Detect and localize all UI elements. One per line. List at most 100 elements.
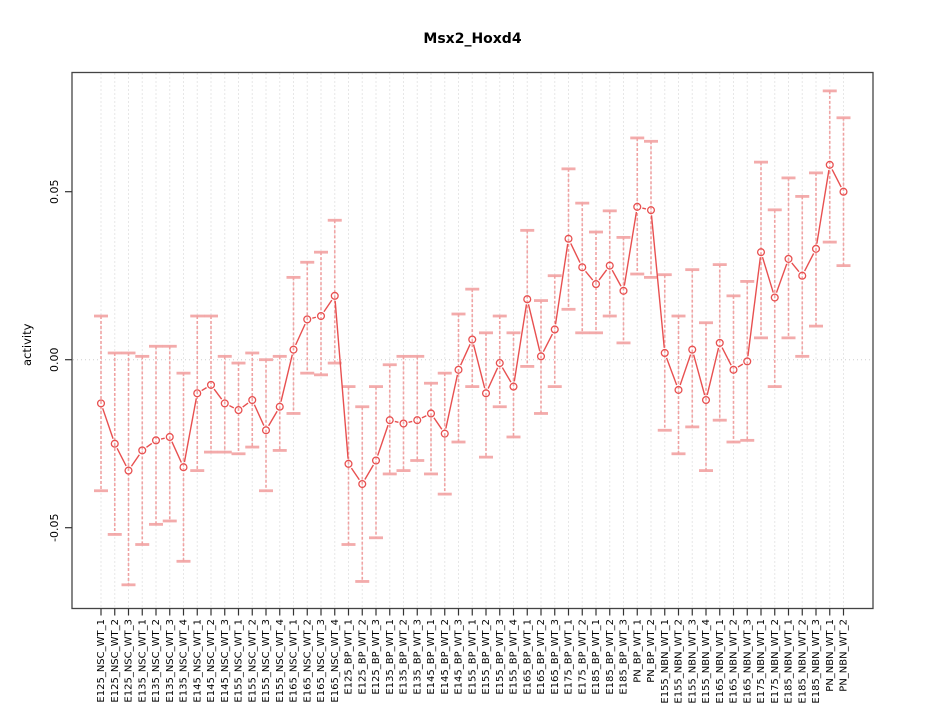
data-point <box>495 359 504 368</box>
data-point <box>206 380 216 389</box>
x-tick-label: E165_NBN_WT_2 <box>729 619 740 704</box>
data-point <box>729 365 738 374</box>
series-segment <box>665 357 678 386</box>
data-point <box>523 295 532 304</box>
x-tick-label: E185_BP_WT_2 <box>605 619 616 695</box>
x-tick-label: E165_NBN_WT_1 <box>715 619 726 704</box>
y-axis-label: activity <box>20 323 34 366</box>
series-segment <box>295 323 306 346</box>
x-tick-label: E185_BP_WT_3 <box>619 619 630 695</box>
data-point <box>701 395 711 405</box>
data-point <box>468 335 477 344</box>
series-segment <box>130 454 140 467</box>
x-tick-label: E155_NSC_WT_3 <box>261 619 272 703</box>
x-tick-label: E145_BP_WT_1 <box>426 619 437 695</box>
series-segment <box>803 253 815 272</box>
x-tick-label: E145_NSC_WT_2 <box>206 619 217 703</box>
data-point <box>165 432 174 442</box>
series-segment <box>421 415 427 419</box>
series-segment <box>816 169 830 244</box>
data-point <box>688 345 697 354</box>
series-segment <box>542 333 554 353</box>
data-point <box>536 352 546 361</box>
x-tick-label: E135_NSC_WT_2 <box>151 619 162 703</box>
x-tick-label: E155_NBN_WT_1 <box>660 619 671 704</box>
data-point <box>96 399 106 408</box>
x-tick-label: E155_BP_WT_4 <box>509 619 520 695</box>
data-point <box>303 315 312 324</box>
data-point <box>138 446 147 455</box>
series-segment <box>747 257 762 357</box>
data-point <box>289 345 298 354</box>
series-segment <box>445 374 459 429</box>
series-segment <box>116 448 127 467</box>
series-segment <box>570 243 581 263</box>
x-tick-label: E135_BP_WT_2 <box>399 619 410 695</box>
series-segment <box>242 402 249 408</box>
series-segment <box>312 316 317 319</box>
data-point <box>550 325 559 334</box>
series-segment <box>268 410 278 427</box>
series-segment <box>350 467 360 481</box>
x-tick-label: E125_NSC_WT_1 <box>96 619 107 703</box>
series-segment <box>831 169 842 188</box>
data-point <box>316 311 326 321</box>
series-segment <box>323 299 333 313</box>
series-segment <box>679 354 692 386</box>
data-point <box>248 395 257 405</box>
series-segment <box>171 441 182 463</box>
series-segment <box>229 405 235 409</box>
x-tick-label: E165_NSC_WT_2 <box>302 619 313 703</box>
data-point <box>825 160 834 169</box>
series-segment <box>692 354 706 396</box>
x-tick-label: E165_NBN_WT_3 <box>742 619 753 704</box>
series-segment <box>527 304 541 352</box>
data-point <box>591 280 601 289</box>
series-segment <box>791 262 800 273</box>
data-point <box>261 426 271 435</box>
data-point <box>509 382 518 391</box>
x-tick-label: E145_NSC_WT_3 <box>220 619 231 703</box>
x-tick-label: E125_BP_WT_3 <box>371 619 382 695</box>
x-tick-label: E165_BP_WT_2 <box>536 619 547 695</box>
data-point <box>756 248 766 257</box>
series-segment <box>487 367 499 389</box>
chart-title: Msx2_Hoxd4 <box>423 31 522 47</box>
data-point <box>839 187 848 196</box>
x-tick-label: E135_BP_WT_1 <box>385 619 396 695</box>
data-point <box>193 389 202 398</box>
data-point <box>124 466 133 475</box>
series-segment <box>364 464 374 480</box>
series-segment <box>642 207 647 210</box>
x-tick-label: E155_NSC_WT_4 <box>275 619 286 703</box>
x-tick-label: E185_NBN_WT_3 <box>811 619 822 704</box>
data-point <box>330 291 339 300</box>
series-segment <box>706 347 720 396</box>
data-point <box>564 234 573 243</box>
x-tick-label: E165_NSC_WT_4 <box>330 619 341 703</box>
x-tick-label: E185_NBN_WT_1 <box>784 619 795 704</box>
data-point <box>605 261 614 270</box>
series-segment <box>611 269 622 287</box>
series-segment <box>761 256 774 293</box>
series-segment <box>501 367 512 383</box>
data-point <box>440 429 449 438</box>
data-point <box>426 409 436 418</box>
series-segment <box>554 243 569 325</box>
series-segment <box>334 300 349 459</box>
x-tick-label: E155_NBN_WT_3 <box>687 619 698 704</box>
x-tick-label: E155_BP_WT_1 <box>467 619 478 695</box>
data-point <box>179 463 188 472</box>
series-segment <box>650 215 665 348</box>
x-tick-label: E155_NBN_WT_4 <box>701 619 712 704</box>
x-tick-label: E155_BP_WT_3 <box>495 619 506 695</box>
series-segment <box>377 424 389 456</box>
series-segment <box>775 263 788 293</box>
x-tick-label: E135_NSC_WT_3 <box>165 619 176 703</box>
series-segment <box>737 363 744 368</box>
data-point <box>770 293 779 302</box>
y-tick-label: 0.05 <box>48 179 61 204</box>
series-segment <box>721 347 732 366</box>
x-tick-label: E135_NSC_WT_1 <box>137 619 148 703</box>
x-tick-label: E155_NBN_WT_2 <box>674 619 685 704</box>
